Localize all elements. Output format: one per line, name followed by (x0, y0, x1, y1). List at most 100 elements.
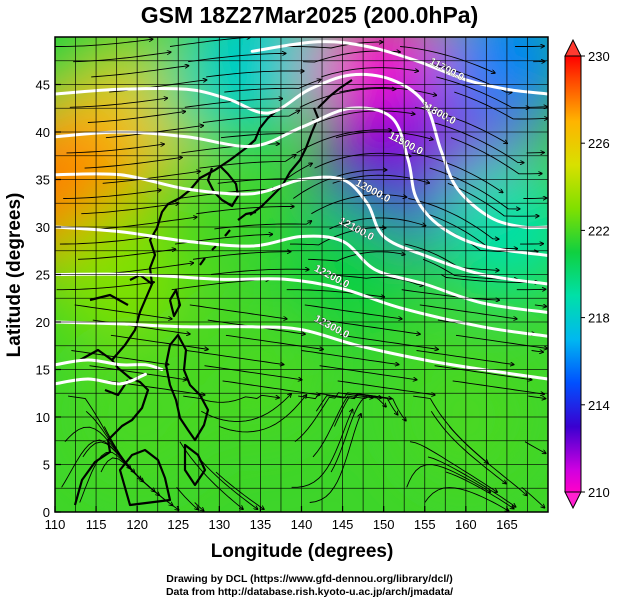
streamline (516, 289, 546, 290)
streamline (186, 350, 284, 365)
streamline (294, 392, 373, 443)
lat-lon-grid (54, 36, 549, 513)
streamline (404, 243, 499, 270)
streamline (322, 319, 420, 334)
streamline (332, 174, 430, 183)
streamline (455, 334, 547, 348)
streamline (77, 249, 175, 260)
streamline (531, 351, 543, 353)
streamline (534, 305, 546, 307)
coastline-asia-mainland (73, 107, 281, 506)
colorbar-tick-label: 226 (588, 136, 610, 151)
x-tick-label: 110 (45, 517, 66, 532)
y-tick-label: 15 (36, 363, 50, 378)
x-tick-label: 135 (250, 517, 272, 532)
streamline (411, 152, 503, 193)
height-contour-line (55, 225, 548, 314)
streamline (528, 395, 545, 399)
streamline (110, 334, 208, 349)
height-contour-line (55, 358, 164, 371)
streamline (309, 414, 361, 503)
y-tick-label: 20 (36, 315, 50, 330)
x-tick-label: 150 (373, 517, 395, 532)
x-tick-label: 130 (208, 517, 230, 532)
streamline (434, 365, 532, 380)
streamline (192, 252, 291, 260)
streamline (196, 207, 293, 215)
footer-data-credit: Data from http://database.rish.kyoto-u.a… (165, 586, 454, 598)
y-tick-label: 45 (36, 78, 50, 93)
height-contour-line (55, 372, 147, 386)
streamline (440, 274, 538, 283)
streamline (401, 289, 499, 300)
x-tick-label: 165 (496, 517, 518, 532)
streamline (454, 91, 547, 119)
x-tick-label: 115 (86, 517, 107, 532)
streamline (521, 486, 545, 507)
y-axis-title: Latitude (degrees) (4, 193, 25, 358)
streamline (416, 350, 514, 365)
coastline-japan (237, 79, 353, 221)
streamline (215, 471, 264, 509)
streamline (427, 456, 516, 507)
colorbar-gradient (564, 55, 582, 493)
y-tick-label: 25 (36, 268, 50, 283)
streamline (87, 112, 185, 123)
streamline (63, 190, 161, 199)
streamline (299, 89, 396, 108)
colorbar-tick-label: 210 (588, 485, 610, 500)
streamline (68, 395, 134, 472)
colorbar-bottom-arrow (564, 491, 582, 510)
y-tick-label: 0 (43, 505, 50, 520)
streamline (179, 441, 243, 509)
streamline (413, 395, 488, 463)
streamline (84, 157, 182, 169)
streamline (314, 152, 411, 169)
streamline (301, 350, 399, 365)
streamline (222, 380, 320, 395)
streamline (197, 456, 257, 509)
streamline (419, 304, 517, 319)
y-tick-label: 10 (36, 410, 50, 425)
y-tick-label: 35 (36, 173, 50, 188)
streamline (298, 393, 391, 399)
coastline-philippines (164, 333, 210, 487)
streamline (189, 304, 287, 319)
colorbar-ticks: 210 214 218 222 226 230 (581, 49, 610, 500)
x-tick-label: 140 (291, 517, 313, 532)
streamline (74, 304, 172, 319)
temperature-cell (436, 37, 548, 126)
x-axis-title: Longitude (degrees) (211, 541, 394, 562)
streamline (293, 170, 386, 199)
streamline (432, 122, 524, 163)
streamline (523, 198, 546, 199)
x-tick-label: 160 (455, 517, 477, 532)
streamline (169, 37, 250, 47)
streamline (436, 76, 529, 108)
y-axis-ticks: 0 5 10 15 20 25 30 35 40 45 (36, 78, 61, 520)
coastline-ryukyu (199, 229, 231, 266)
colorbar-top-arrow (564, 38, 582, 57)
y-tick-label: 5 (43, 458, 50, 473)
streamline (400, 46, 495, 74)
streamline (524, 441, 546, 454)
colorbar-tick-label: 222 (588, 223, 610, 238)
colorbar: 210 214 218 222 226 230 (564, 38, 610, 510)
streamline (224, 80, 320, 93)
streamline (69, 98, 167, 108)
colorbar-tick-label: 218 (588, 311, 610, 326)
streamline (71, 350, 168, 365)
streamline (319, 365, 417, 380)
x-tick-label: 125 (167, 517, 189, 532)
streamline (91, 66, 188, 78)
map-title: GSM 18Z27Mar2025 (200.0hPa) (140, 2, 479, 28)
streamline (290, 228, 385, 246)
streamline (102, 171, 200, 184)
streamline (188, 53, 286, 63)
streamline (81, 203, 178, 215)
streamline (99, 217, 196, 230)
streamline (450, 137, 542, 174)
colorbar-tick-label: 230 (588, 49, 610, 64)
streamline (337, 380, 435, 395)
colorbar-tick-label: 214 (588, 398, 610, 413)
